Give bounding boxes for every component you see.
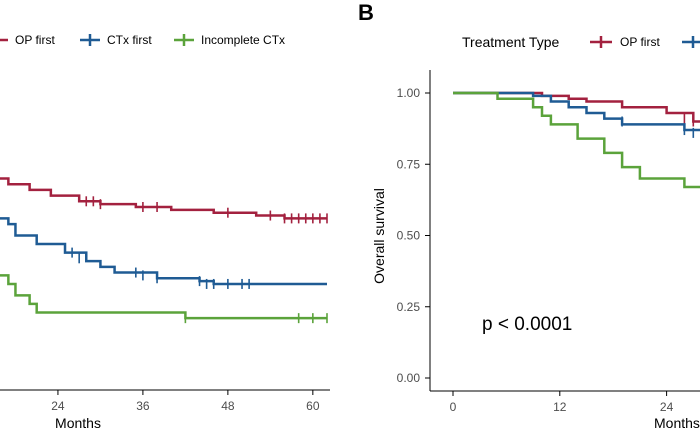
legend-b-label-op-first: OP first [620,35,660,49]
panel-b-x-tick-label-24: 24 [660,400,674,414]
panel-b-curve-op-first [453,91,700,123]
panel-a-legend: OP first CTx first Incomplete CTx [0,33,285,47]
panel-b-y-axis-title: Overall survival [371,188,387,284]
legend-item-op-first: OP first [0,33,55,47]
panel-b-y-ticks: 0.00 0.25 0.50 0.75 1.00 [397,86,430,385]
panel-a-x-tick-label-36: 36 [136,399,150,413]
panel-b-series [453,91,700,189]
legend-label-incomplete-ctx: Incomplete CTx [201,33,285,47]
panel-b-y-tick-label-3: 0.75 [397,157,421,171]
p-value-annotation: p < 0.0001 [482,314,572,335]
panel-a-curve-incomplete-ctx [0,274,327,320]
panel-b-legend-title: Treatment Type [462,34,559,50]
panel-b: B Treatment Type OP first Overall surviv… [358,0,700,431]
panel-a-curve-ctx-first [0,217,327,286]
legend-item-ctx-first: CTx first [80,33,152,47]
panel-b-x-ticks: 0 12 24 [450,391,674,414]
panel-a-x-tick-label-48: 48 [221,399,235,413]
panel-b-y-tick-label-2: 0.50 [397,229,421,243]
legend-item-incomplete-ctx: Incomplete CTx [174,33,285,47]
panel-a-x-axis-title: Months [55,415,101,431]
legend-label-op-first: OP first [15,33,55,47]
panel-b-y-tick-label-0: 0.00 [397,371,421,385]
panel-b-y-tick-label-1: 0.25 [397,300,421,314]
legend-label-ctx-first: CTx first [107,33,152,47]
panel-b-curve-incomplete-ctx [453,91,700,189]
panel-a-x-tick-label-24: 24 [51,399,65,413]
panel-b-legend: Treatment Type OP first [462,34,700,50]
panel-b-y-tick-label-4: 1.00 [397,86,421,100]
panel-b-label: B [358,0,374,25]
legend-b-item-ctx-first [682,36,700,48]
panel-a-series [0,177,328,324]
panel-b-x-tick-label-0: 0 [450,400,457,414]
panel-a: OP first CTx first Incomplete CTx 24 36 48… [0,33,330,431]
panel-b-x-tick-label-12: 12 [553,400,567,414]
panel-b-x-axis-title: Months [654,415,700,431]
panel-a-curve-op-first [0,177,327,220]
panel-a-x-tick-label-60: 60 [306,399,320,413]
legend-b-item-op-first: OP first [590,35,660,49]
panel-b-curve-ctx-first [453,91,700,132]
panel-a-x-ticks: 24 36 48 60 [51,390,320,413]
